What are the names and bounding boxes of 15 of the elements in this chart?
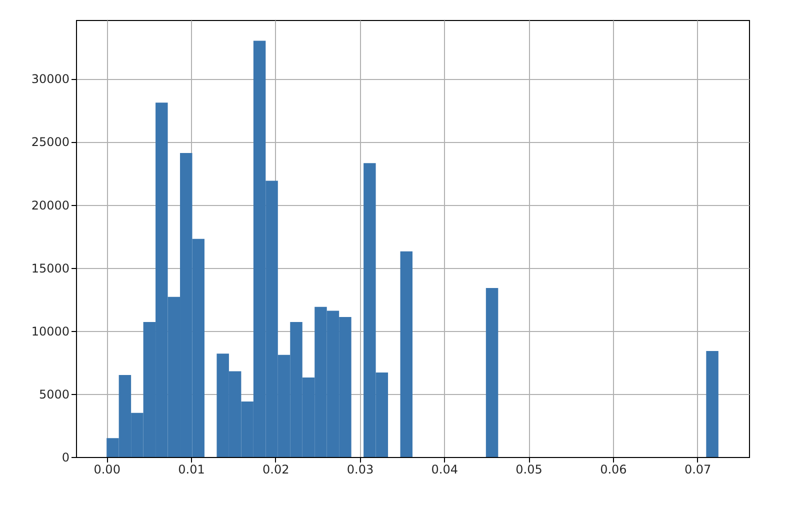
y-tick-label: 30000 (31, 72, 70, 86)
x-tick-label: 0.06 (600, 462, 627, 476)
x-tick-label: 0.00 (94, 462, 120, 476)
x-tick-label: 0.04 (431, 462, 458, 476)
x-tick-label: 0.05 (516, 462, 542, 476)
y-tick-label: 10000 (31, 324, 70, 338)
x-tick-label: 0.03 (346, 462, 374, 476)
y-tick-label: 25000 (31, 135, 70, 150)
y-tick-label: 0 (62, 450, 70, 464)
x-tick-label: 0.02 (262, 462, 290, 476)
x-tick-label: 0.07 (684, 462, 712, 476)
y-tick-label: 5000 (38, 387, 70, 402)
y-tick-label: 20000 (31, 198, 70, 212)
x-tick-label: 0.01 (178, 462, 205, 476)
y-tick-label: 15000 (31, 261, 70, 276)
